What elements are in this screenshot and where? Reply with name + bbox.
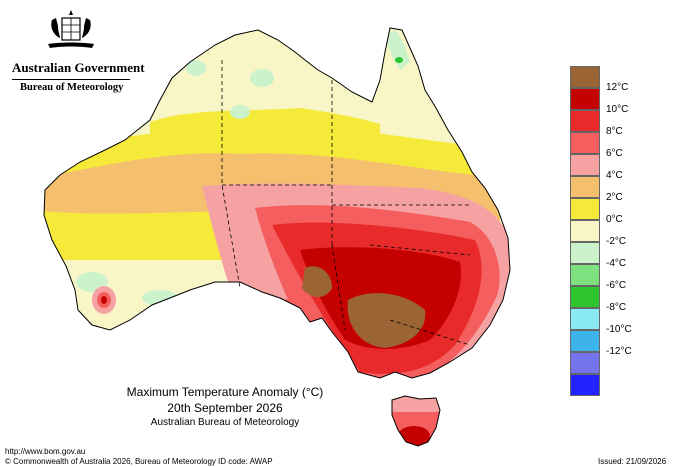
footer-issued: Issued: 21/09/2026	[598, 457, 667, 466]
legend-swatch	[570, 66, 600, 88]
legend-swatch	[570, 88, 600, 110]
legend-label: 12°C	[606, 82, 629, 93]
legend-label: 0°C	[606, 214, 623, 225]
footer-url: http://www.bom.gov.au	[5, 447, 86, 456]
bureau-name: Bureau of Meteorology	[20, 82, 124, 93]
legend-label: -4°C	[606, 258, 627, 269]
logo-divider	[12, 79, 130, 80]
legend-label: -8°C	[606, 302, 627, 313]
legend-swatch	[570, 308, 600, 330]
footer-id-code: ID code: AWAP	[218, 457, 273, 466]
legend-label: 2°C	[606, 192, 623, 203]
map-title: Maximum Temperature Anomaly (°C)	[126, 385, 324, 399]
legend-swatch	[570, 198, 600, 220]
legend-swatch	[570, 330, 600, 352]
agency-logo: Australian Government Bureau of Meteorol…	[8, 8, 145, 98]
legend-label: 6°C	[606, 148, 623, 159]
legend-swatch	[570, 264, 600, 286]
legend-swatch	[570, 132, 600, 154]
legend-swatch	[570, 110, 600, 132]
legend-swatch	[570, 220, 600, 242]
legend-label: 4°C	[606, 170, 623, 181]
agency-name: Australian Government	[12, 60, 145, 75]
footer-copyright: © Commonwealth of Australia 2026, Bureau…	[5, 457, 216, 466]
map-caption: Maximum Temperature Anomaly (°C) 20th Se…	[90, 385, 360, 428]
legend-swatch	[570, 352, 600, 374]
legend-swatch	[570, 154, 600, 176]
legend-swatch	[570, 286, 600, 308]
map-date: 20th September 2026	[167, 401, 283, 415]
legend-label: 10°C	[606, 104, 629, 115]
legend-label: -6°C	[606, 280, 627, 291]
legend-label: -2°C	[606, 236, 627, 247]
legend-label: 8°C	[606, 126, 623, 137]
map-org: Australian Bureau of Meteorology	[150, 417, 300, 428]
legend-swatch	[570, 242, 600, 264]
legend-label: -12°C	[606, 346, 632, 357]
legend-swatch	[570, 176, 600, 198]
legend-label: -10°C	[606, 324, 632, 335]
legend-swatch	[570, 374, 600, 396]
coat-of-arms-icon	[48, 10, 94, 48]
